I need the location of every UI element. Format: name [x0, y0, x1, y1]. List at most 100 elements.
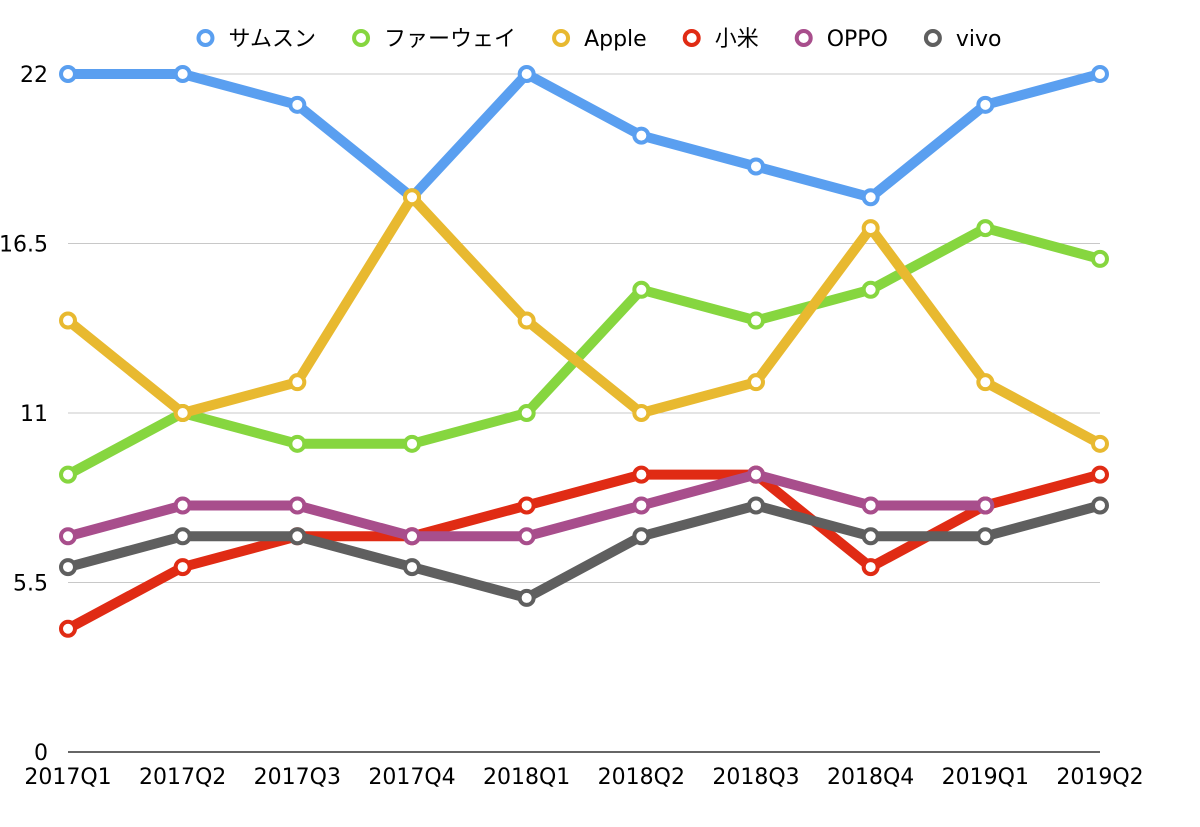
legend-item: Apple — [552, 27, 647, 52]
data-point — [173, 65, 192, 83]
data-point — [288, 496, 307, 515]
x-tick-label: 2017Q1 — [24, 765, 111, 790]
data-point — [747, 373, 765, 392]
data-point — [861, 219, 880, 238]
data-point — [632, 280, 651, 299]
data-point — [976, 496, 995, 515]
data-point — [632, 126, 651, 145]
data-point — [59, 311, 77, 330]
data-point — [632, 527, 651, 546]
legend-label: Apple — [584, 27, 647, 52]
y-tick-label: 0 — [34, 741, 48, 766]
series-0 — [59, 65, 1109, 207]
legend-label: サムスン — [228, 27, 316, 52]
data-point — [976, 219, 995, 238]
legend-marker — [196, 29, 215, 47]
series-line — [63, 469, 1105, 634]
y-tick-label: 11 — [20, 402, 48, 427]
y-tick-label: 22 — [20, 63, 48, 88]
gridlines — [68, 73, 1100, 583]
x-tick-label: 2017Q4 — [368, 765, 455, 790]
data-point — [1091, 496, 1109, 515]
data-point — [517, 311, 536, 330]
legend-item: サムスン — [196, 27, 316, 52]
data-point — [976, 527, 995, 546]
x-tick-label: 2017Q3 — [254, 765, 341, 790]
legend-label: vivo — [956, 27, 1002, 52]
series-1 — [59, 219, 1109, 484]
data-point — [403, 434, 421, 453]
data-point — [976, 373, 995, 392]
x-tick-label: 2017Q2 — [139, 765, 226, 790]
data-point — [1091, 65, 1109, 83]
legend-marker — [352, 29, 371, 47]
data-point — [403, 558, 421, 577]
data-point — [632, 496, 651, 515]
legend-item: vivo — [923, 27, 1002, 52]
data-point — [747, 496, 765, 515]
legend: サムスン ファーウェイ Apple 小米 OPPO vivo — [196, 27, 1002, 52]
x-tick-label: 2018Q2 — [598, 765, 685, 790]
legend-item: ファーウェイ — [352, 27, 516, 52]
data-point — [632, 465, 651, 484]
data-point — [632, 404, 651, 422]
data-point — [1091, 434, 1109, 453]
data-point — [517, 496, 536, 515]
data-point — [861, 280, 880, 299]
data-point — [59, 527, 77, 546]
data-point — [1091, 249, 1109, 268]
data-point — [517, 527, 536, 546]
data-point — [173, 558, 192, 577]
data-point — [747, 157, 765, 176]
legend-marker — [923, 29, 942, 47]
series-line — [63, 223, 1105, 480]
series-line — [63, 500, 1105, 603]
data-point — [861, 527, 880, 546]
series-line — [63, 192, 1105, 449]
x-tick-label: 2019Q1 — [942, 765, 1029, 790]
data-point — [861, 558, 880, 577]
legend-marker — [552, 29, 571, 47]
legend-marker — [794, 29, 813, 47]
data-point — [517, 404, 536, 422]
data-point — [861, 496, 880, 515]
y-tick-label: 5.5 — [13, 572, 48, 597]
data-point — [288, 434, 307, 453]
legend-item: 小米 — [682, 27, 759, 52]
series-4 — [59, 465, 995, 546]
x-tick-label: 2018Q1 — [483, 765, 570, 790]
series-lines — [59, 65, 1109, 638]
data-point — [747, 311, 765, 330]
data-point — [288, 373, 307, 392]
data-point — [59, 65, 77, 83]
data-point — [517, 588, 536, 607]
legend-label: 小米 — [715, 27, 759, 52]
data-point — [288, 527, 307, 546]
y-tick-label: 16.5 — [0, 233, 48, 258]
x-tick-label: 2019Q2 — [1056, 765, 1143, 790]
x-tick-label: 2018Q3 — [712, 765, 799, 790]
legend-marker — [682, 29, 701, 47]
data-point — [59, 465, 77, 484]
data-point — [173, 527, 192, 546]
series-2 — [59, 188, 1109, 453]
data-point — [403, 188, 421, 207]
data-point — [403, 527, 421, 546]
axes: 0 5.5 11 16.5 22 2017Q1 2017Q2 2017Q3 2017Q4 2018… — [0, 63, 1144, 790]
x-tick-label: 2018Q4 — [827, 765, 914, 790]
data-point — [173, 496, 192, 515]
legend-label: ファーウェイ — [384, 27, 516, 52]
series-3 — [59, 465, 1109, 638]
series-5 — [59, 496, 1109, 607]
data-point — [861, 188, 880, 207]
data-point — [517, 65, 536, 83]
data-point — [747, 465, 765, 484]
legend-label: OPPO — [827, 27, 888, 52]
data-point — [59, 619, 77, 638]
data-point — [173, 404, 192, 422]
data-point — [288, 95, 307, 114]
data-point — [59, 558, 77, 577]
legend-item: OPPO — [794, 27, 888, 52]
data-point — [1091, 465, 1109, 484]
